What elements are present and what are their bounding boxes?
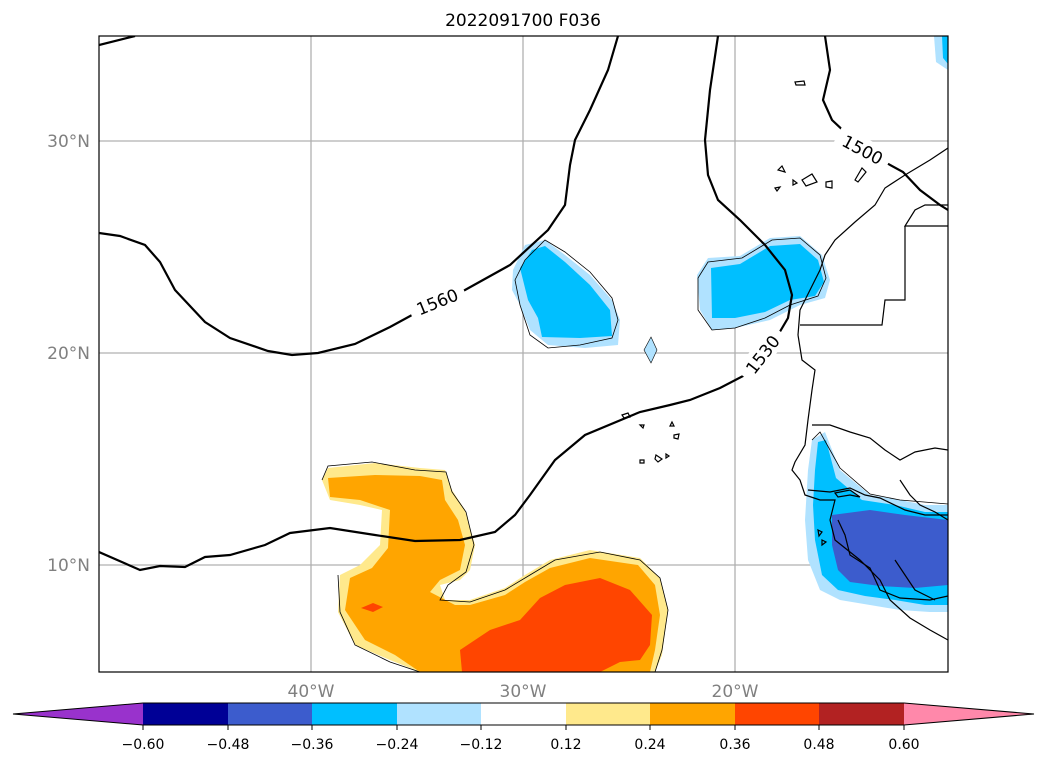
colorbar-label-3: −0.36 (291, 737, 334, 753)
thin-contour-2 (697, 237, 827, 331)
colorbar-label-1: −0.60 (122, 737, 165, 753)
coast-senegal (807, 487, 948, 516)
anomaly-corner-top-right-inner (942, 36, 948, 64)
contour-top-left (99, 36, 136, 47)
coast-canary-3 (801, 173, 818, 187)
coast-madeira (794, 80, 806, 86)
coast-capeverde-2 (638, 424, 645, 430)
colorbar-swatch-1 (143, 703, 228, 725)
anomaly-blob-red-main (460, 578, 652, 672)
map-area: 1560 1530 1500 (99, 36, 948, 672)
colorbar-swatch-5 (481, 703, 566, 725)
colorbar-swatch-6 (566, 703, 650, 725)
coast-canary-4 (825, 180, 833, 189)
colorbar-swatch-4 (397, 703, 481, 725)
negative-anomaly-fills (512, 36, 948, 612)
lat-label-30n: 30°N (47, 132, 90, 152)
coast-capeverde-7 (665, 452, 671, 460)
map-title: 2022091700 F036 (445, 11, 601, 31)
coast-border-5 (894, 559, 936, 601)
anomaly-blob-africa-inner (832, 510, 948, 588)
colorbar-swatch-3 (312, 703, 397, 725)
coast-canary-5 (774, 186, 782, 193)
longitude-labels: 40°W 30°W 20°W (288, 682, 759, 702)
colorbar-label-5: −0.12 (460, 737, 503, 753)
colorbar-ticks (142, 725, 905, 730)
colorbar-swatch-7 (650, 703, 735, 725)
coast-border-1 (903, 204, 948, 227)
colorbar-label-10: 0.60 (888, 737, 919, 753)
coast-border-2 (800, 226, 906, 326)
thin-contour-3 (321, 461, 669, 672)
thin-contours (321, 237, 948, 672)
lon-label-40w: 40°W (288, 682, 335, 702)
lat-label-20n: 20°N (47, 344, 90, 364)
coast-capeverde-6 (654, 454, 664, 463)
colorbar-swatch-8 (735, 703, 819, 725)
anomaly-diamond (643, 336, 658, 364)
coast-bissagos (817, 528, 828, 547)
coast-guinea (812, 424, 948, 461)
map-frame (98, 35, 949, 673)
latitude-labels: 30°N 20°N 10°N (47, 132, 90, 576)
colorbar-swatch-2 (228, 703, 312, 725)
coast-border-4 (899, 479, 948, 521)
coast-canary-6 (854, 167, 867, 183)
colorbar-label-8: 0.36 (719, 737, 750, 753)
coast-africa-north (797, 147, 948, 336)
colorbar-label-6: 0.12 (550, 737, 581, 753)
lon-label-30w: 30°W (500, 682, 547, 702)
colorbar-label-7: 0.24 (634, 737, 665, 753)
colorbar-label-9: 0.48 (803, 737, 834, 753)
coast-canary-1 (776, 164, 787, 173)
coast-canary-2 (792, 178, 799, 186)
coast-capeverde-3 (669, 420, 675, 427)
coast-africa-west (791, 334, 948, 641)
coast-border-3 (837, 519, 948, 601)
coastlines (621, 80, 948, 641)
coast-capeverde-1 (621, 412, 631, 419)
anomaly-blob-blue-2-inner (711, 244, 824, 318)
contour-1530 (99, 36, 794, 572)
contour-1500 (821, 36, 948, 211)
coast-gambia (833, 489, 861, 498)
colorbar-extend-over (904, 703, 1034, 725)
thin-contour-1 (514, 239, 619, 349)
contour-1560 (99, 36, 620, 357)
lon-label-20w: 20°W (712, 682, 759, 702)
coast-capeverde-4 (673, 433, 680, 440)
lat-label-10n: 10°N (47, 556, 90, 576)
colorbar-label-4: −0.24 (376, 737, 419, 753)
colorbar-label-2: −0.48 (207, 737, 250, 753)
positive-anomaly-fills (322, 463, 668, 672)
thin-contour-4 (337, 574, 421, 672)
thin-contour-5 (811, 431, 948, 505)
gridlines (99, 36, 948, 672)
anomaly-blob-blue-1-inner (520, 246, 612, 338)
coast-capeverde-5 (639, 459, 645, 464)
colorbar: −0.60 −0.48 −0.36 −0.24 −0.12 0.12 0.24 … (12, 702, 1035, 753)
colorbar-swatch-9 (819, 703, 904, 725)
anomaly-blob-red-small (361, 603, 383, 612)
colorbar-extend-under (13, 703, 143, 725)
